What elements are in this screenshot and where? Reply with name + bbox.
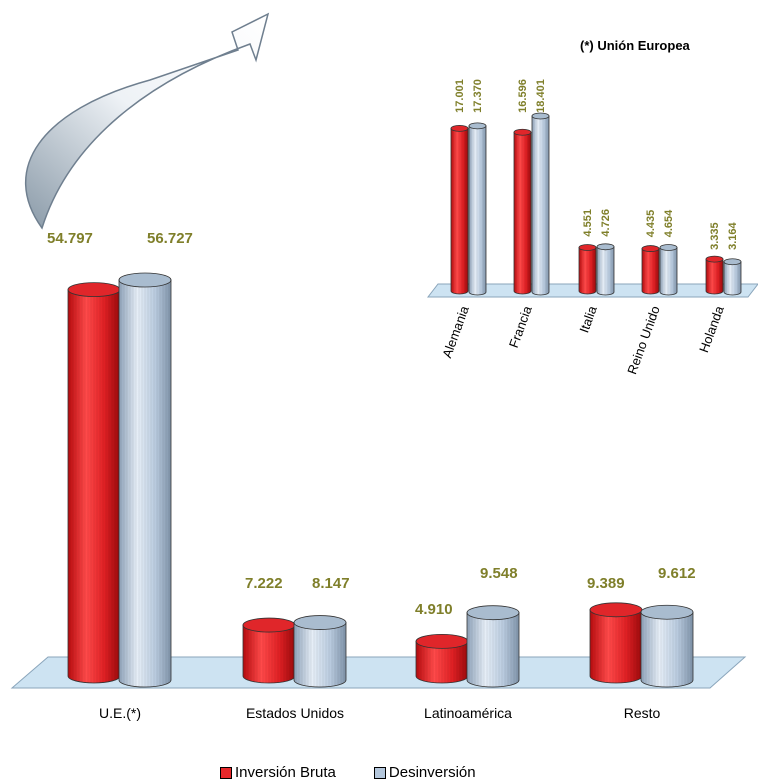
inset-title: (*) Unión Europea [580, 38, 691, 53]
value-label-desinversion-0: 56.727 [147, 230, 193, 247]
inset-bar-inversion-4 [705, 255, 724, 295]
inset-value-label-desinversion-1: 18.401 [535, 79, 547, 113]
category-label-0: U.E.(*) [99, 705, 141, 721]
category-label-1: Estados Unidos [246, 705, 344, 721]
inset-bar-desinversion-1 [531, 112, 550, 296]
inset-category-label-4: Holanda [696, 303, 727, 354]
inset-bar-inversion-3 [641, 245, 660, 295]
legend-item-inversion: Inversión Bruta [220, 764, 336, 781]
bar-inversion-1 [242, 617, 296, 684]
bar-desinversion-2 [466, 605, 520, 688]
inset-bar-inversion-0 [450, 124, 469, 295]
category-label-3: Resto [624, 705, 661, 721]
legend: Inversión Bruta Desinversión [220, 764, 476, 781]
inset-category-label-2: Italia [576, 303, 600, 335]
value-label-desinversion-3: 9.612 [658, 565, 696, 582]
bar-inversion-0 [67, 282, 121, 684]
bar-desinversion-0 [118, 272, 172, 688]
category-label-2: Latinoamérica [424, 705, 512, 721]
bar-desinversion-1 [293, 615, 347, 688]
inset-bar-inversion-1 [513, 128, 532, 295]
curved-arrow-icon [25, 12, 270, 230]
inset-bar-inversion-2 [578, 244, 597, 295]
legend-label-desinversion: Desinversión [388, 764, 476, 781]
inset-value-label-desinversion-0: 17.370 [472, 79, 484, 113]
value-label-inversion-3: 9.389 [587, 575, 625, 592]
inset-value-label-inversion-2: 4.551 [582, 209, 594, 237]
bar-inversion-2 [415, 633, 469, 684]
value-label-inversion-0: 54.797 [47, 230, 93, 247]
inset-value-label-inversion-0: 17.001 [454, 79, 466, 113]
inset-value-label-desinversion-2: 4.726 [600, 209, 612, 237]
inset-bar-desinversion-0 [468, 122, 487, 296]
legend-item-desinversion: Desinversión [373, 764, 476, 781]
chart-canvas: (*) Unión Europea 54.797 56.727 U.E.(*) 7.2… [10, 12, 758, 721]
bar-desinversion-3 [640, 604, 694, 688]
inset-bar-desinversion-4 [723, 258, 742, 296]
value-label-desinversion-2: 9.548 [480, 565, 518, 582]
legend-label-inversion: Inversión Bruta [235, 764, 336, 781]
inset-category-label-3: Reino Unido [624, 304, 663, 376]
inset-value-label-inversion-1: 16.596 [517, 79, 529, 113]
inset-value-label-inversion-3: 4.435 [645, 210, 657, 238]
inset-value-label-desinversion-4: 3.164 [727, 221, 739, 249]
inset-bar-desinversion-3 [659, 244, 678, 296]
inset-value-label-inversion-4: 3.335 [709, 222, 721, 250]
inset-category-label-0: Alemania [439, 303, 472, 360]
value-label-inversion-2: 4.910 [415, 601, 453, 618]
inset-bars: 17.001 17.370 Alemania 16.596 18.401 Francia 4… [439, 79, 742, 376]
inset-value-label-desinversion-3: 4.654 [663, 209, 675, 237]
inset-bar-desinversion-2 [596, 243, 615, 296]
value-label-desinversion-1: 8.147 [312, 575, 350, 592]
main-bars: 54.797 56.727 U.E.(*) 7.222 8.147 Estados Uni… [47, 230, 696, 721]
inset-category-label-1: Francia [506, 303, 535, 350]
legend-swatch-inversion [220, 766, 232, 779]
legend-swatch-desinversion [373, 766, 386, 779]
value-label-inversion-1: 7.222 [245, 575, 283, 592]
bar-inversion-3 [589, 602, 643, 684]
